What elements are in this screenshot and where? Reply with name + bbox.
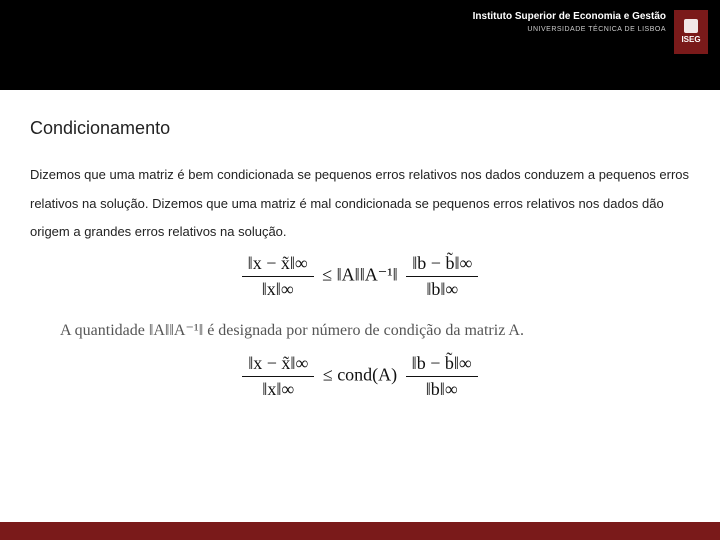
- quant-expr: ‖A‖‖A⁻¹‖: [149, 322, 203, 339]
- f2-rhs-num: ‖b − b̃‖∞: [406, 353, 478, 377]
- section-title: Condicionamento: [30, 118, 690, 139]
- f1-rhs-num: ‖b − b̃‖∞: [406, 253, 478, 277]
- f2-lhs-den: ‖x‖∞: [242, 377, 314, 400]
- quant-text-a: A quantidade: [60, 322, 149, 339]
- f1-lhs-den: ‖x‖∞: [242, 277, 314, 300]
- university-name: UNIVERSIDADE TÉCNICA DE LISBOA: [473, 25, 666, 34]
- header-bar: Instituto Superior de Economia e Gestão …: [0, 0, 720, 90]
- iseg-logo: ISEG: [674, 10, 708, 54]
- f1-mid: ≤ ‖A‖‖A⁻¹‖: [322, 264, 402, 284]
- institution-block: Instituto Superior de Economia e Gestão …: [473, 10, 708, 54]
- slide-content: Condicionamento Dizemos que uma matriz é…: [0, 90, 720, 400]
- institution-text: Instituto Superior de Economia e Gestão …: [473, 10, 666, 34]
- f2-mid: ≤ cond(A): [323, 365, 402, 385]
- f2-lhs-num: ‖x − x̃‖∞: [242, 353, 314, 377]
- f2-rhs-den: ‖b‖∞: [406, 377, 478, 400]
- formula-1: ‖x − x̃‖∞ ‖x‖∞ ≤ ‖A‖‖A⁻¹‖ ‖b − b̃‖∞ ‖b‖∞: [30, 253, 690, 300]
- f1-lhs-num: ‖x − x̃‖∞: [242, 253, 314, 277]
- f1-rhs-den: ‖b‖∞: [406, 277, 478, 300]
- logo-crest-icon: [684, 19, 698, 33]
- logo-text: ISEG: [681, 36, 700, 45]
- formula-2: ‖x − x̃‖∞ ‖x‖∞ ≤ cond(A) ‖b − b̃‖∞ ‖b‖∞: [30, 353, 690, 400]
- institution-name: Instituto Superior de Economia e Gestão: [473, 10, 666, 23]
- condition-number-definition: A quantidade ‖A‖‖A⁻¹‖ é designada por nú…: [30, 314, 690, 348]
- footer-bar: [0, 522, 720, 540]
- quant-text-b: é designada por número de condição da ma…: [207, 322, 524, 339]
- body-paragraph: Dizemos que uma matriz é bem condicionad…: [30, 161, 690, 247]
